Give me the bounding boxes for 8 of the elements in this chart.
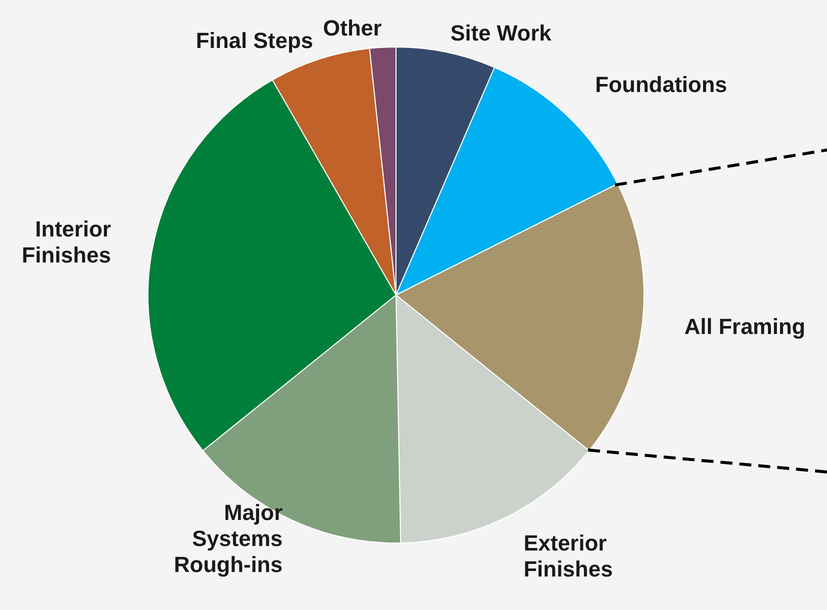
slice-label: Foundations (595, 72, 728, 98)
slice-label: Interior Finishes (22, 216, 112, 268)
slice-label: Final Steps (196, 28, 314, 54)
slice-label: Major Systems Rough-ins (174, 500, 284, 577)
slice-label: Site Work (450, 20, 552, 46)
slice-label: Exterior Finishes (524, 530, 613, 582)
slice-label: All Framing (684, 314, 806, 339)
slice-label: Other (323, 15, 382, 40)
